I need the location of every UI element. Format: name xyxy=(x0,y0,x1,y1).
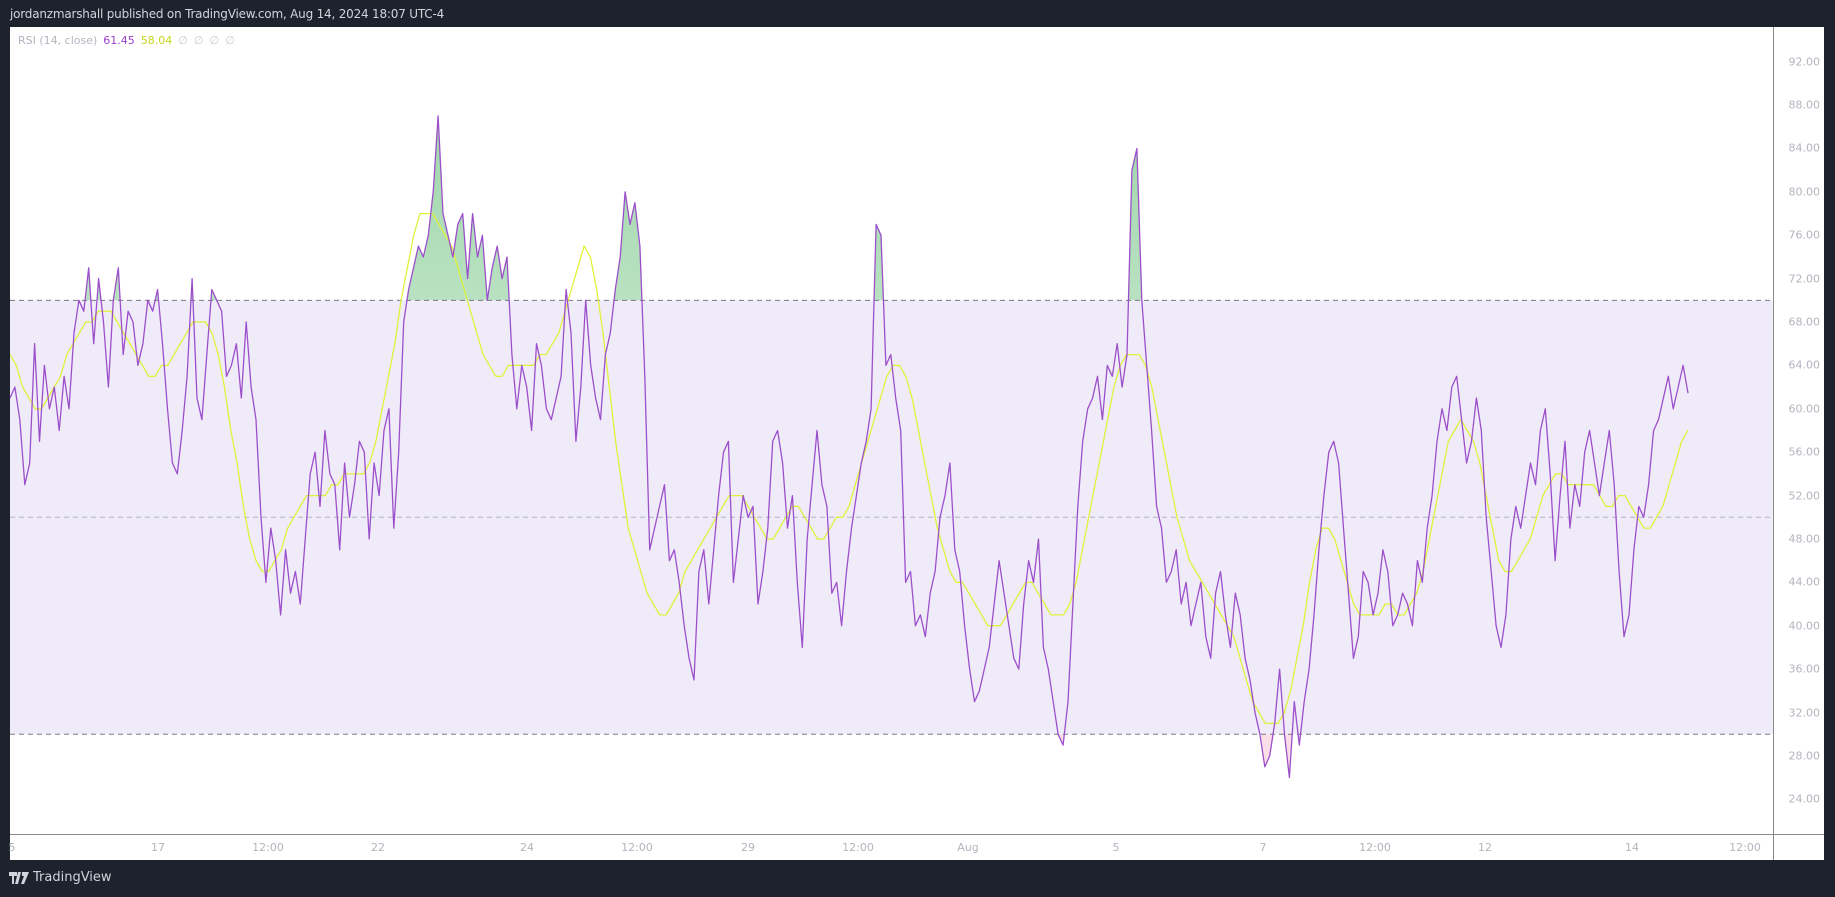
y-tick-label: 72.00 xyxy=(1788,272,1821,286)
footer: TradingView xyxy=(0,860,1835,897)
x-tick-label: 5 xyxy=(8,841,16,854)
ma-value: 58.04 xyxy=(140,34,173,47)
x-tick-label: 22 xyxy=(371,841,385,854)
plot-area[interactable]: RSI (14, close) 61.45 58.04 ∅ ∅ ∅ ∅ xyxy=(10,27,1773,834)
y-tick-label: 28.00 xyxy=(1788,749,1821,763)
x-tick-label: 14 xyxy=(1625,841,1639,854)
x-tick-label: 12:00 xyxy=(1729,841,1761,854)
indicator-name: RSI (14, close) xyxy=(18,34,98,47)
x-tick-label: 12:00 xyxy=(842,841,874,854)
na-value-1: ∅ xyxy=(178,34,188,47)
y-tick-label: 64.00 xyxy=(1788,358,1821,372)
y-tick-label: 56.00 xyxy=(1788,445,1821,459)
x-tick-label: 12:00 xyxy=(1359,841,1391,854)
tradingview-brand: TradingView xyxy=(9,870,112,885)
price-scale[interactable]: 92.00 88.00 84.00 80.00 76.00 72.00 68.00 64.00… xyxy=(1773,27,1824,834)
x-tick-label: 29 xyxy=(741,841,755,854)
na-value-3: ∅ xyxy=(209,34,220,47)
y-tick-label: 76.00 xyxy=(1788,228,1821,242)
y-tick-label: 60.00 xyxy=(1788,402,1821,416)
y-tick-label: 52.00 xyxy=(1788,489,1821,503)
na-value-4: ∅ xyxy=(225,34,235,47)
y-tick-label: 36.00 xyxy=(1788,662,1821,676)
x-tick-label: 12 xyxy=(1478,841,1492,854)
brand-name: TradingView xyxy=(33,870,112,885)
y-tick-label: 24.00 xyxy=(1788,792,1821,806)
x-tick-label: 7 xyxy=(1259,841,1267,854)
indicator-legend[interactable]: RSI (14, close) 61.45 58.04 ∅ ∅ ∅ ∅ xyxy=(18,34,235,47)
y-tick-label: 88.00 xyxy=(1788,98,1821,112)
na-value-2: ∅ xyxy=(193,34,204,47)
scale-corner xyxy=(1773,834,1824,860)
rsi-value: 61.45 xyxy=(103,34,135,47)
overbought-fill xyxy=(78,115,1142,301)
tradingview-logo-icon xyxy=(9,871,29,884)
publish-info: jordanzmarshall published on TradingView… xyxy=(10,7,445,21)
y-tick-label: 80.00 xyxy=(1788,185,1821,199)
y-tick-label: 40.00 xyxy=(1788,619,1821,633)
x-tick-label: 5 xyxy=(1112,841,1120,854)
rsi-line xyxy=(10,115,1689,779)
x-tick-label: 24 xyxy=(520,841,534,854)
oversold-fill xyxy=(10,734,1688,778)
y-tick-label: 84.00 xyxy=(1788,141,1821,155)
rsi-chart-svg xyxy=(10,115,1773,779)
x-tick-label: 17 xyxy=(151,841,165,854)
rsi-panel: RSI (14, close) 61.45 58.04 ∅ ∅ ∅ ∅ 92.0… xyxy=(8,27,1824,860)
x-tick-label: 12:00 xyxy=(252,841,284,854)
publish-header: jordanzmarshall published on TradingView… xyxy=(0,0,1835,27)
y-tick-label: 48.00 xyxy=(1788,532,1821,546)
time-scale[interactable]: 5 17 12:00 22 24 12:00 29 12:00 Aug 5 7 12:00 12 14 12… xyxy=(8,834,1773,860)
y-tick-label: 44.00 xyxy=(1788,575,1821,589)
y-tick-label: 68.00 xyxy=(1788,315,1821,329)
x-tick-label: 12:00 xyxy=(621,841,653,854)
y-tick-label: 92.00 xyxy=(1788,55,1821,69)
y-tick-label: 32.00 xyxy=(1788,706,1821,720)
x-tick-label: Aug xyxy=(957,841,979,854)
